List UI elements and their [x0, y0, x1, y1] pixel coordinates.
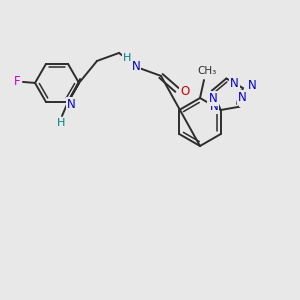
Text: H: H: [123, 53, 131, 63]
Text: N: N: [230, 77, 239, 90]
Text: N: N: [132, 60, 140, 74]
Text: N: N: [67, 98, 75, 110]
Text: O: O: [180, 85, 190, 98]
Text: N: N: [238, 91, 247, 104]
Text: N: N: [240, 93, 249, 106]
Text: H: H: [57, 118, 65, 128]
Text: N: N: [209, 100, 218, 113]
Text: CH₃: CH₃: [197, 66, 217, 76]
Text: N: N: [208, 92, 217, 105]
Text: F: F: [14, 75, 20, 88]
Text: N: N: [248, 80, 256, 92]
